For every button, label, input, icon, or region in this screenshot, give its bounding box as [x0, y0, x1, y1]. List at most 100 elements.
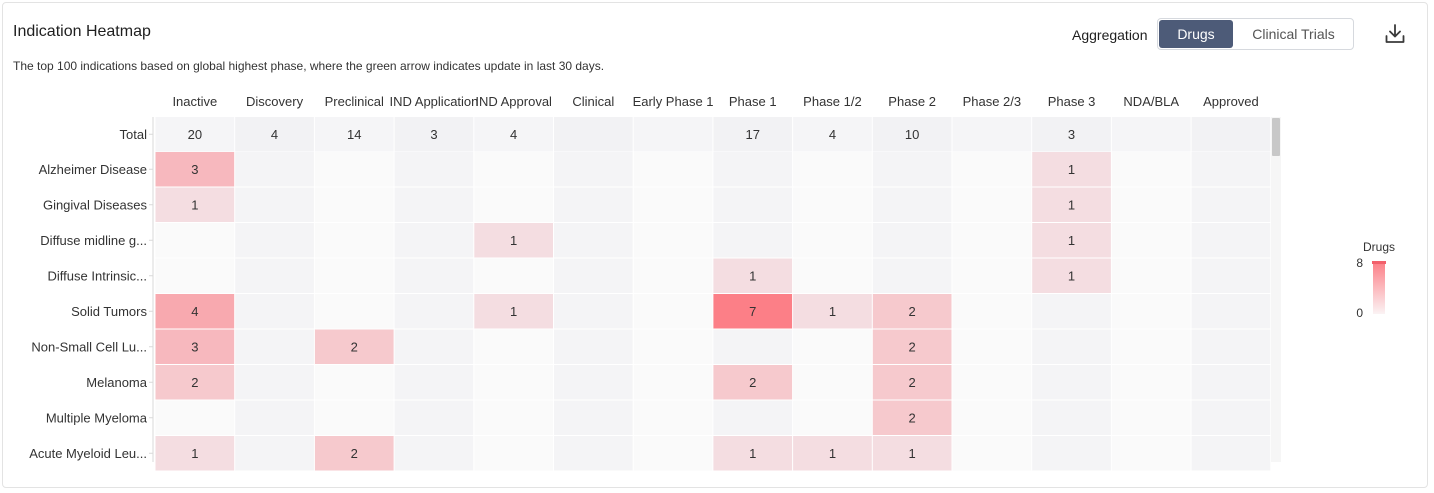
heatmap-cell — [953, 401, 1032, 436]
heatmap-cell — [793, 259, 872, 294]
heatmap-cell — [634, 436, 713, 471]
heatmap-cell-value: 2 — [909, 304, 916, 319]
heatmap-cell-value: 1 — [749, 446, 756, 461]
heatmap-cell-value: 1 — [191, 197, 198, 212]
heatmap-cell-value: 1 — [829, 304, 836, 319]
heatmap-cell — [713, 330, 792, 365]
column-header-label: Phase 1/2 — [803, 94, 862, 109]
heatmap-cell — [474, 401, 553, 436]
heatmap-cell-value: 3 — [430, 127, 437, 142]
heatmap-cell — [1032, 365, 1111, 400]
heatmap-cell — [554, 117, 633, 152]
heatmap-cell — [474, 152, 553, 187]
column-header-label: Clinical — [572, 94, 614, 109]
heatmap-cell — [395, 365, 474, 400]
heatmap-cell — [315, 188, 394, 223]
indication-row-label: Gingival Diseases — [43, 197, 148, 212]
heatmap-cell — [953, 223, 1032, 258]
heatmap-cell — [554, 259, 633, 294]
heatmap-cell — [156, 401, 235, 436]
heatmap-cell-value: 4 — [510, 127, 517, 142]
heatmap-cell — [1192, 436, 1271, 471]
heatmap-cell — [1112, 401, 1191, 436]
heatmap-cell-value: 2 — [191, 375, 198, 390]
heatmap-cell-value: 10 — [905, 127, 919, 142]
heatmap-cell — [873, 259, 952, 294]
heatmap-cell — [953, 330, 1032, 365]
heatmap-cell — [235, 330, 314, 365]
heatmap-scrollbar-thumb[interactable] — [1272, 118, 1280, 156]
heatmap-cell — [953, 188, 1032, 223]
heatmap-cell — [793, 365, 872, 400]
heatmap-cell — [156, 259, 235, 294]
column-header-label: Inactive — [172, 94, 217, 109]
heatmap-cell — [395, 401, 474, 436]
heatmap-cell — [634, 259, 713, 294]
total-row-label: Total — [120, 127, 148, 142]
heatmap-cell — [474, 259, 553, 294]
heatmap-cell — [235, 365, 314, 400]
heatmap-cell-value: 1 — [1068, 233, 1075, 248]
heatmap-cell — [474, 436, 553, 471]
heatmap-cell — [713, 401, 792, 436]
heatmap-cell — [793, 330, 872, 365]
indication-row-label: Multiple Myeloma — [46, 410, 148, 425]
heatmap-cell-value: 3 — [191, 339, 198, 354]
heatmap-cell — [1192, 330, 1271, 365]
heatmap-cell — [1192, 223, 1271, 258]
heatmap-cell-value: 2 — [909, 410, 916, 425]
heatmap-cell-value: 1 — [1068, 162, 1075, 177]
heatmap-cell — [634, 330, 713, 365]
heatmap-cell — [1032, 436, 1111, 471]
heatmap-cell — [793, 401, 872, 436]
heatmap-cell — [793, 188, 872, 223]
heatmap-cell — [1112, 436, 1191, 471]
heatmap-cell — [315, 152, 394, 187]
heatmap-cell-value: 1 — [1068, 268, 1075, 283]
legend-max-marker — [1372, 261, 1386, 264]
heatmap-cell-value: 7 — [749, 304, 756, 319]
heatmap-cell — [713, 152, 792, 187]
heatmap-cell — [713, 188, 792, 223]
heatmap-cell — [873, 152, 952, 187]
heatmap-cell — [235, 401, 314, 436]
heatmap-cell — [1112, 365, 1191, 400]
column-header-label: Preclinical — [325, 94, 384, 109]
heatmap-cell — [554, 223, 633, 258]
heatmap-cell — [634, 294, 713, 329]
heatmap-cell — [315, 259, 394, 294]
heatmap-cell — [474, 330, 553, 365]
heatmap-cell-value: 1 — [829, 446, 836, 461]
heatmap-scrollbar-track[interactable] — [1271, 117, 1281, 462]
heatmap-cell — [1112, 188, 1191, 223]
heatmap-cell-value: 4 — [271, 127, 278, 142]
heatmap-cell — [953, 436, 1032, 471]
heatmap-cell-value: 2 — [351, 446, 358, 461]
heatmap-cell — [873, 188, 952, 223]
heatmap-cell — [793, 152, 872, 187]
heatmap-cell — [1032, 401, 1111, 436]
heatmap-cell-value: 3 — [1068, 127, 1075, 142]
heatmap-cell — [554, 188, 633, 223]
column-header-label: IND Application — [390, 94, 479, 109]
heatmap-cell-value: 1 — [909, 446, 916, 461]
heatmap-cell-value: 1 — [191, 446, 198, 461]
heatmap-cell — [474, 365, 553, 400]
heatmap-cell — [634, 365, 713, 400]
heatmap-cell — [1192, 188, 1271, 223]
heatmap-cell — [315, 223, 394, 258]
column-header-label: IND Approval — [475, 94, 552, 109]
heatmap-cell-value: 4 — [829, 127, 836, 142]
indication-row-label: Alzheimer Disease — [39, 162, 147, 177]
column-header-label: Phase 2/3 — [963, 94, 1022, 109]
heatmap-cell — [395, 152, 474, 187]
heatmap-cell — [235, 259, 314, 294]
heatmap-cell — [953, 259, 1032, 294]
heatmap-cell — [235, 223, 314, 258]
heatmap-cell — [156, 223, 235, 258]
heatmap-cell — [554, 330, 633, 365]
heatmap-cell — [395, 188, 474, 223]
heatmap-cell — [953, 365, 1032, 400]
heatmap-cell — [554, 294, 633, 329]
column-header-label: Phase 1 — [729, 94, 777, 109]
